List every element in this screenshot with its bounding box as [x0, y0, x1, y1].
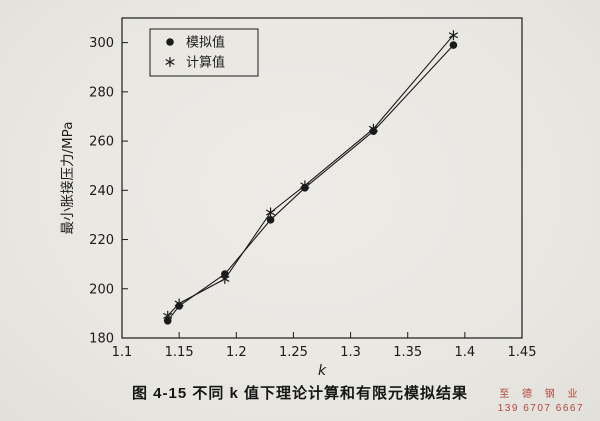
tick-labels: 1.1 1.15 1.2 1.25 1.3 1.35 1.4 1.45 180 200 220 240…	[89, 36, 536, 360]
y-tick-label: 300	[89, 36, 114, 51]
x-axis-label: k	[318, 363, 327, 375]
circle-marker	[449, 41, 458, 49]
asterisk-marker	[220, 273, 230, 284]
watermark-phone-number: 139 6707 6667	[497, 402, 584, 414]
x-tick-label: 1.2	[226, 345, 247, 360]
line-chart: 1.1 1.15 1.2 1.25 1.3 1.35 1.4 1.45 180 200 220 240…	[59, 17, 536, 379]
y-tick-label: 220	[89, 233, 114, 248]
y-tick-label: 240	[89, 184, 114, 199]
series-line	[167, 34, 454, 317]
x-tick-label: 1.15	[165, 345, 194, 360]
legend-box	[149, 28, 259, 77]
legend-label: 计算值	[186, 55, 225, 71]
series-line	[167, 44, 454, 322]
asterisk-marker	[163, 310, 173, 321]
series-simulated	[163, 41, 458, 325]
circle-marker	[166, 38, 174, 46]
axis-ticks	[121, 42, 523, 339]
x-tick-label: 1.1	[112, 345, 133, 360]
asterisk-marker	[368, 123, 379, 134]
asterisk-marker	[300, 180, 310, 191]
y-tick-label: 260	[89, 135, 114, 150]
series-calculated	[163, 30, 459, 321]
x-tick-label: 1.3	[340, 345, 361, 360]
asterisk-marker	[165, 57, 175, 67]
x-tick-label: 1.45	[508, 345, 537, 360]
figure-caption: 图 4-15 不同 k 值下理论计算和有限元模拟结果	[131, 385, 469, 402]
asterisk-marker	[174, 298, 184, 309]
x-tick-label: 1.35	[393, 345, 422, 360]
x-tick-label: 1.25	[279, 345, 308, 360]
y-axis-label: 最小胀接压力/MPa	[59, 121, 76, 234]
watermark: 至 德 钢 业 139 6707 6667	[498, 388, 584, 415]
y-tick-label: 280	[89, 85, 114, 100]
watermark-company-name: 至 德 钢 业	[499, 389, 583, 400]
asterisk-marker	[265, 207, 276, 218]
legend-label: 模拟值	[186, 35, 225, 51]
figure-4-15: 1.1 1.15 1.2 1.25 1.3 1.35 1.4 1.45 180 200 220 240…	[59, 17, 536, 379]
y-tick-label: 180	[89, 332, 114, 347]
x-tick-label: 1.4	[455, 345, 476, 360]
y-tick-label: 200	[89, 282, 114, 297]
circle-marker	[266, 216, 275, 224]
plot-frame	[121, 17, 523, 339]
asterisk-marker	[448, 30, 459, 41]
